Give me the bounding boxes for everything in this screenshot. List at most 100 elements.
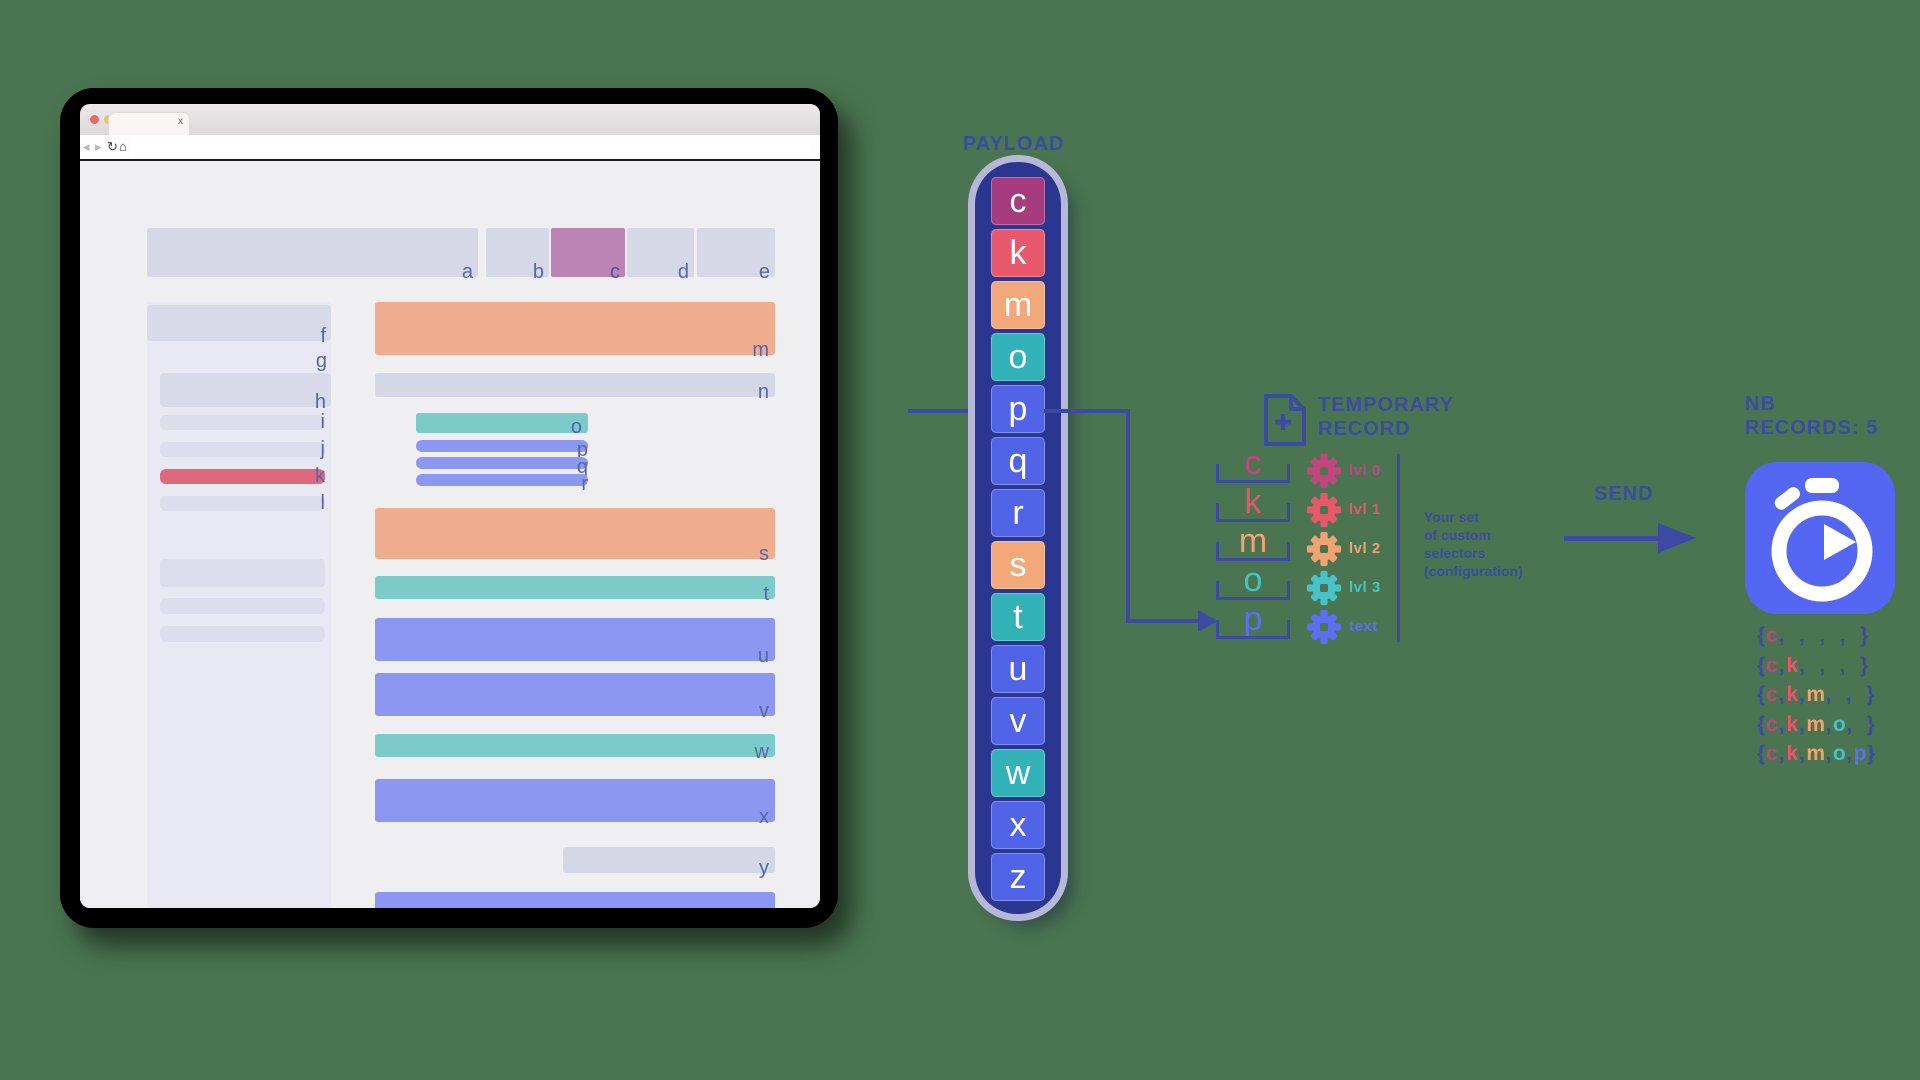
tab-close-icon[interactable]: x xyxy=(178,116,183,127)
address-search-input[interactable] xyxy=(130,137,810,156)
gear-icon-lvl1 xyxy=(1306,492,1342,533)
payload-out-line-vertical xyxy=(1126,409,1130,623)
block-label-c: c xyxy=(610,261,620,283)
temporary-record-title-line2: RECORD xyxy=(1318,418,1411,440)
gear-icon-lvl3 xyxy=(1306,570,1342,611)
wireframe-block-e: e xyxy=(697,228,775,283)
bar-label-o: o xyxy=(570,416,582,438)
gear-icon-lvl0 xyxy=(1306,453,1342,494)
payload-out-line-horizontal xyxy=(1044,409,1130,413)
payload-cell-w: w xyxy=(991,749,1045,797)
block-label-d: d xyxy=(677,261,689,283)
record-letter-m: m xyxy=(1238,522,1268,560)
payload-out-line-horizontal2 xyxy=(1126,619,1200,623)
block-label-e: e xyxy=(758,261,770,283)
forward-icon[interactable]: ▸ xyxy=(95,139,102,154)
payload-cell-z: z xyxy=(991,853,1045,901)
wireframe-bar-x: x xyxy=(375,779,775,828)
bar-label-v: v xyxy=(759,700,769,722)
record-bracket-m xyxy=(1216,542,1290,561)
note-line: of custom xyxy=(1424,527,1491,543)
bar-label-x: x xyxy=(759,806,769,828)
block-label-a: a xyxy=(461,261,473,283)
row-label-j: j xyxy=(320,437,325,460)
payload-cell-u: u xyxy=(991,645,1045,693)
wireframe-bar-y: y xyxy=(563,847,775,879)
wireframe-row-j: j xyxy=(160,438,325,460)
payload-cell-t: t xyxy=(991,593,1045,641)
nb-records-title-line1: NB xyxy=(1745,393,1776,415)
record-bracket-k xyxy=(1216,503,1290,522)
close-window-button[interactable] xyxy=(90,115,99,124)
payload-cell-k: k xyxy=(991,229,1045,277)
wireframe-block-b: b xyxy=(486,228,549,283)
page-content-wireframe: a b c d e f g h i j xyxy=(80,161,820,908)
row-label-k: k xyxy=(315,464,325,487)
browser-navbar: ◂ ▸ ↻ ⌂ xyxy=(80,135,820,161)
wireframe-row-i: i xyxy=(160,411,325,433)
file-plus-icon xyxy=(1264,394,1306,446)
bar-label-q: q xyxy=(576,456,588,478)
record-bracket-o xyxy=(1216,581,1290,600)
record-letter-o: o xyxy=(1243,561,1263,599)
record-letter-c: c xyxy=(1244,444,1262,482)
row-label-l: l xyxy=(320,491,325,514)
wireframe-bar-p: p xyxy=(416,439,588,461)
record-bracket-p xyxy=(1216,620,1290,639)
browser-window: x ◂ ▸ ↻ ⌂ a b c d xyxy=(80,104,820,908)
gear-icon-lvl2 xyxy=(1306,531,1342,572)
record-letter-p: p xyxy=(1243,600,1263,638)
bar-label-p: p xyxy=(576,439,588,461)
record-line-4: {c,k,m,o,} xyxy=(1757,712,1876,736)
payload-column: c k m o p q r s t u v w x z xyxy=(975,162,1061,914)
back-icon[interactable]: ◂ xyxy=(83,139,90,154)
note-line: Your set xyxy=(1424,509,1479,525)
wireframe-block-c-highlighted: c xyxy=(551,228,625,283)
temporary-record-title-line1: TEMPORARY xyxy=(1318,394,1455,416)
block-label-g: g xyxy=(315,350,327,372)
record-tag-lvl3: lvl 3 xyxy=(1349,579,1381,596)
record-tag-lvl1: lvl 1 xyxy=(1349,501,1381,518)
wireframe-bar-m: m xyxy=(375,302,775,361)
payload-cell-m: m xyxy=(991,281,1045,329)
note-line: selectors xyxy=(1424,545,1486,561)
record-line-2: {c,k,,,} xyxy=(1757,653,1869,677)
bar-label-w: w xyxy=(754,741,769,763)
stopwatch-glyph xyxy=(1771,478,1873,602)
record-tag-lvl0: lvl 0 xyxy=(1349,462,1381,479)
selectors-note: Your set of custom selectors (configurat… xyxy=(1424,508,1523,580)
block-label-h: h xyxy=(314,391,326,413)
record-letter-k: k xyxy=(1244,483,1262,521)
reload-icon[interactable]: ↻ xyxy=(107,139,118,154)
bar-label-y: y xyxy=(759,857,769,879)
browser-tab[interactable]: x xyxy=(108,112,190,136)
records-list: {c,,,,} {c,k,,,} {c,k,m,,} {c,k,m,o,} {c… xyxy=(1757,624,1876,772)
window-to-payload-line xyxy=(908,409,970,413)
bar-label-m: m xyxy=(752,339,769,361)
wireframe-sidebar-row xyxy=(160,598,325,614)
bar-label-u: u xyxy=(757,645,769,667)
block-label-f: f xyxy=(320,325,326,347)
record-p-arrowhead xyxy=(1198,610,1218,632)
payload-cell-s: s xyxy=(991,541,1045,589)
payload-cell-q: q xyxy=(991,437,1045,485)
payload-cell-r: r xyxy=(991,489,1045,537)
record-line-5: {c,k,m,o,p} xyxy=(1757,742,1876,765)
payload-cell-x: x xyxy=(991,801,1045,849)
wireframe-bar-r: r xyxy=(416,473,588,495)
payload-cell-c: c xyxy=(991,177,1045,225)
wireframe-bar-o: o xyxy=(416,413,588,438)
wireframe-bar-v: v xyxy=(375,673,775,722)
wireframe-row-l: l xyxy=(160,492,325,514)
wireframe-bar-q: q xyxy=(416,456,588,478)
wireframe-bar-z: z xyxy=(375,892,775,908)
send-arrow-line xyxy=(1564,536,1660,541)
wireframe-bar-t: t xyxy=(375,576,775,605)
payload-title: PAYLOAD xyxy=(963,133,1065,155)
home-icon[interactable]: ⌂ xyxy=(119,139,127,154)
payload-cell-o: o xyxy=(991,333,1045,381)
wireframe-bar-u: u xyxy=(375,618,775,667)
bar-label-n: n xyxy=(757,381,769,403)
gear-icon-text xyxy=(1306,609,1342,650)
